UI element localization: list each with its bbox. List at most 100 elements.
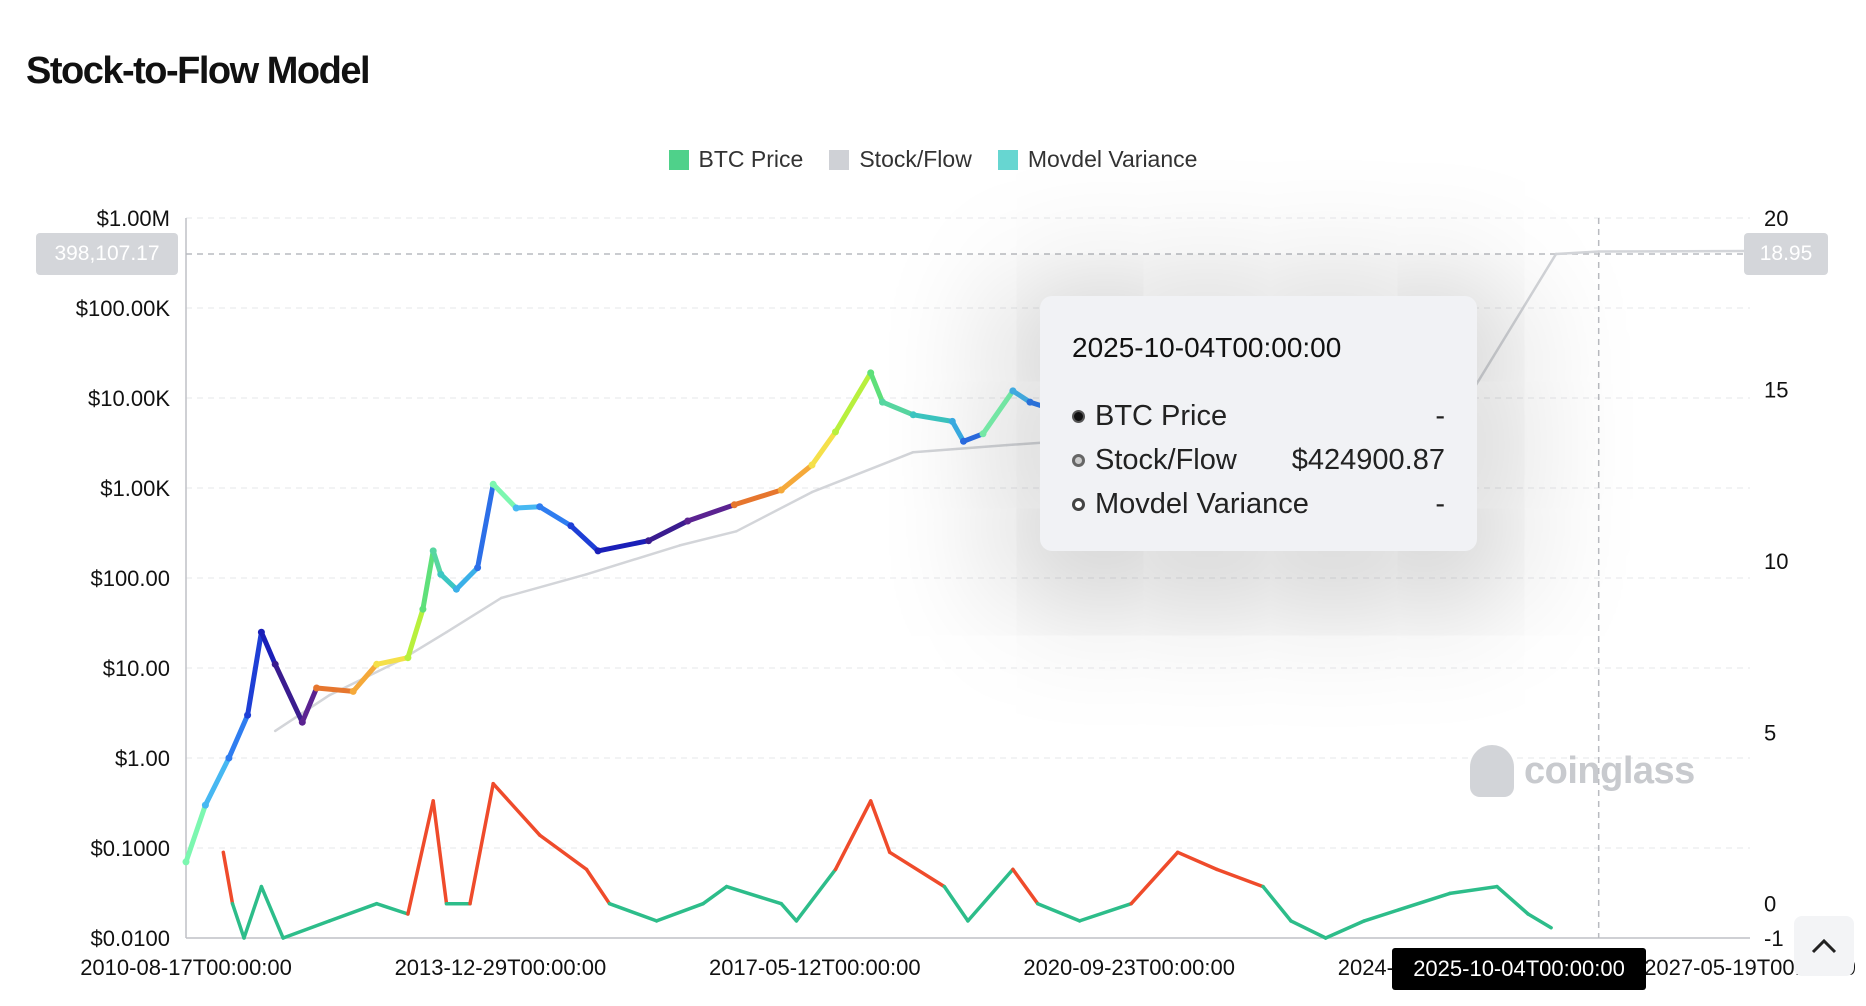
stock-flow-line-segment xyxy=(911,443,1008,454)
btc-price-point xyxy=(645,537,653,545)
btc-price-line-segment xyxy=(910,412,955,424)
model-variance-line-segment xyxy=(230,901,246,940)
model-variance-line-segment xyxy=(833,799,873,872)
model-variance-line-segment xyxy=(406,799,435,916)
tooltip-label: Movdel Variance xyxy=(1095,487,1309,520)
btc-price-line-segment xyxy=(202,755,232,808)
btc-price-line-segment xyxy=(568,523,601,554)
model-variance-line-segment xyxy=(1495,884,1530,916)
tooltip-label: BTC Price xyxy=(1095,399,1228,432)
model-variance-line-segment xyxy=(887,850,947,889)
y-left-tick-label: $1.00 xyxy=(115,746,170,771)
model-variance-line-segment xyxy=(868,799,892,855)
btc-price-line-segment xyxy=(868,370,885,405)
btc-price-point xyxy=(271,660,279,668)
legend-swatch-btc-price xyxy=(668,149,689,170)
legend-item-btc-price[interactable]: BTC Price xyxy=(668,146,804,173)
btc-price-line-segment xyxy=(595,538,652,554)
tooltip-dot-icon xyxy=(1072,409,1085,423)
btc-price-line-segment xyxy=(475,481,496,571)
btc-price-line-segment xyxy=(646,518,691,544)
watermark-text: coinglass xyxy=(1524,749,1695,792)
model-variance-line-segment xyxy=(1362,891,1452,923)
btc-price-point xyxy=(313,684,321,692)
y-right-tick-label: 10 xyxy=(1764,549,1788,574)
legend-item-model-variance[interactable]: Movdel Variance xyxy=(997,146,1197,173)
btc-price-line-segment xyxy=(258,629,278,667)
model-variance-line-segment xyxy=(1215,867,1265,889)
model-variance-line-segment xyxy=(701,884,729,906)
model-variance-line-segment xyxy=(259,884,285,940)
y-left-tick-label: $0.1000 xyxy=(90,836,170,861)
y-right-tick-label: 15 xyxy=(1764,377,1788,402)
y-left-tick-label: $0.0100 xyxy=(90,926,170,951)
btc-price-point xyxy=(594,547,602,555)
y-left-tick-label: $10.00K xyxy=(88,386,170,411)
model-variance-line-segment xyxy=(966,867,1015,923)
crosshair-right-value: 18.95 xyxy=(1744,233,1828,275)
btc-price-point xyxy=(960,437,967,445)
tooltip-value: - xyxy=(1435,399,1445,432)
btc-price-point xyxy=(489,480,497,488)
stock-flow-line-segment xyxy=(273,693,331,733)
y-right-tick-label: -1 xyxy=(1764,926,1784,951)
chart-tooltip: 2025-10-04T00:00:00 BTC Price - Stock/Fl… xyxy=(1040,296,1477,551)
btc-price-point xyxy=(257,628,265,636)
tooltip-date: 2025-10-04T00:00:00 xyxy=(1072,332,1342,363)
crosshair-left-value: 398,107.17 xyxy=(36,233,178,275)
btc-price-line-segment xyxy=(490,481,519,511)
y-left-tick-label: $100.00 xyxy=(90,566,170,591)
model-variance-line-segment xyxy=(1261,884,1293,923)
model-variance-line-segment xyxy=(1129,850,1180,906)
btc-price-line-segment xyxy=(809,429,838,468)
stock-flow-line-segment xyxy=(1554,250,1600,256)
model-variance-line-segment xyxy=(779,901,799,923)
coinglass-logo-icon xyxy=(1470,745,1514,797)
btc-price-line-segment xyxy=(299,685,320,725)
model-variance-line-segment xyxy=(607,901,659,923)
stock-flow-line-segment xyxy=(735,490,814,533)
legend-item-stock-flow[interactable]: Stock/Flow xyxy=(829,146,972,173)
page-title: Stock-to-Flow Model xyxy=(26,50,371,92)
tooltip-value: - xyxy=(1435,487,1445,520)
btc-price-line-segment xyxy=(949,418,966,444)
stock-flow-line-segment xyxy=(678,530,738,547)
model-variance-line-segment xyxy=(1077,901,1133,923)
btc-price-line-segment xyxy=(537,504,574,529)
btc-price-line-segment xyxy=(405,606,426,661)
btc-price-line-segment xyxy=(245,629,264,718)
y-right-tick-label: 0 xyxy=(1764,892,1776,917)
stock-flow-line-segment xyxy=(445,596,503,634)
btc-price-point xyxy=(879,398,886,406)
model-variance-line-segment xyxy=(1448,884,1499,896)
btc-price-line-segment xyxy=(374,655,411,667)
model-variance-line-segment xyxy=(1035,901,1082,923)
btc-price-point xyxy=(909,411,917,419)
tooltip-label: Stock/Flow xyxy=(1095,443,1237,476)
legend-swatch-stock-flow xyxy=(829,149,850,170)
btc-price-point xyxy=(225,754,233,762)
btc-price-point xyxy=(182,858,190,866)
btc-price-line-segment xyxy=(183,802,208,865)
model-variance-line-segment xyxy=(654,901,705,923)
btc-price-line-segment xyxy=(880,399,916,418)
y-left-tick-label: $10.00 xyxy=(103,656,170,681)
chart-legend: BTC Price Stock/Flow Movdel Variance xyxy=(0,146,1866,173)
btc-price-line-segment xyxy=(980,388,1016,437)
btc-price-point xyxy=(948,417,956,425)
y-left-tick-label: $1.00M xyxy=(97,206,170,231)
tooltip-row-btc-price: BTC Price - xyxy=(1072,394,1445,438)
x-tick-label: 2017-05-12T00:00:00 xyxy=(709,955,921,980)
tooltip-value: $424900.87 xyxy=(1291,443,1445,476)
legend-label-btc-price: BTC Price xyxy=(698,146,804,172)
scroll-to-top-button[interactable] xyxy=(1794,916,1854,976)
btc-price-line-segment xyxy=(420,548,436,612)
btc-price-line-segment xyxy=(272,661,305,725)
y-right-tick-label: 5 xyxy=(1764,720,1776,745)
btc-price-point xyxy=(684,517,692,525)
chevron-up-icon xyxy=(1811,938,1837,954)
btc-price-point xyxy=(1026,398,1034,406)
x-tick-label: 2013-12-29T00:00:00 xyxy=(395,955,607,980)
model-variance-line-segment xyxy=(491,781,542,837)
